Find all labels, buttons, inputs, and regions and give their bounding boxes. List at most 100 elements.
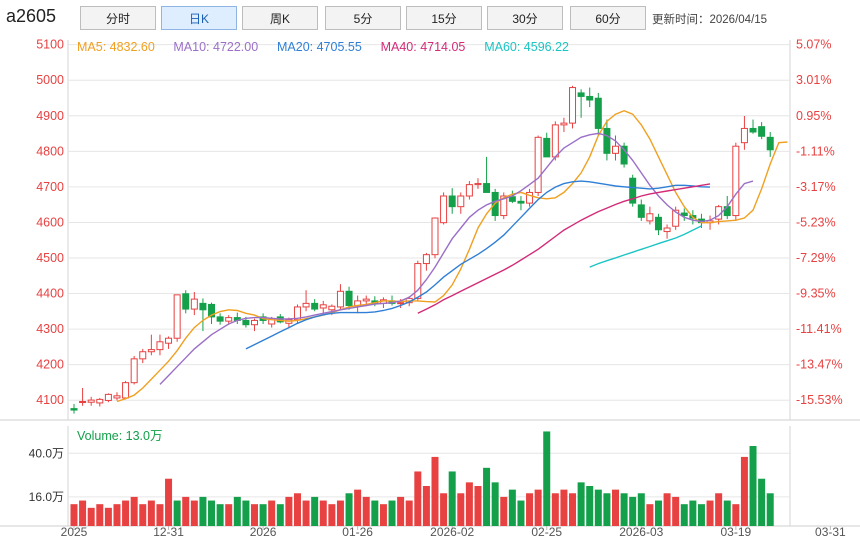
x-tick-label: 2026 <box>250 525 277 536</box>
volume-bar <box>122 500 130 526</box>
tab-5min[interactable]: 5分 <box>325 6 401 30</box>
volume-bar <box>732 504 740 526</box>
candle-body <box>147 349 155 353</box>
candle-body <box>654 216 662 231</box>
volume-bar <box>156 504 164 526</box>
candle-body <box>766 136 774 151</box>
volume-bar <box>697 504 705 526</box>
candle-body <box>113 395 121 399</box>
volume-bar <box>491 482 499 526</box>
tab-intraday[interactable]: 分时 <box>80 6 156 30</box>
volume-bar <box>758 478 766 526</box>
ma-legend-item: MA5: 4832.60 <box>77 40 155 54</box>
volume-bar <box>379 504 387 526</box>
volume-bar <box>362 496 370 526</box>
x-tick-label: 2026-03 <box>619 525 663 536</box>
ma-legend-item: MA40: 4714.05 <box>381 40 466 54</box>
volume-bar <box>173 500 181 526</box>
candle-body <box>448 195 456 208</box>
tab-weekly-k[interactable]: 周K <box>242 6 318 30</box>
volume-bar <box>577 482 585 526</box>
candle-body <box>96 398 104 404</box>
candle-body <box>199 302 207 311</box>
candle-body <box>122 382 130 399</box>
volume-bar <box>311 496 319 526</box>
candle-body <box>646 213 654 222</box>
candle-body <box>87 399 95 403</box>
tab-15min[interactable]: 15分 <box>406 6 482 30</box>
candle-body <box>680 212 688 217</box>
tab-30min[interactable]: 30分 <box>487 6 563 30</box>
volume-bar <box>208 500 216 526</box>
left-tick-label: 4600 <box>36 215 64 229</box>
candle-body <box>216 316 224 322</box>
volume-bar <box>96 504 104 526</box>
candle-body <box>483 183 491 193</box>
ma-legend: MA5: 4832.60 MA10: 4722.00 MA20: 4705.55 MA… <box>77 40 569 54</box>
candle-body <box>422 254 430 265</box>
left-tick-label: 5000 <box>36 73 64 87</box>
right-tick-label: -11.41% <box>796 322 842 336</box>
ma-legend-item: MA60: 4596.22 <box>484 40 569 54</box>
left-tick-label: 4400 <box>36 287 64 301</box>
kline-chart[interactable]: 4100 -15.53% 4200 -13.47% 4300 -11.41% 4400 -9.… <box>0 36 860 539</box>
volume-bar <box>165 478 173 526</box>
candle-body <box>165 337 173 344</box>
tab-daily-k[interactable]: 日K <box>161 6 237 30</box>
volume-bar <box>465 482 473 526</box>
candle-body <box>620 145 628 165</box>
ma-line-ma40 <box>417 183 711 314</box>
x-tick-label: 02-25 <box>531 525 562 536</box>
volume-bar <box>87 507 95 526</box>
left-tick-label: 4800 <box>36 144 64 158</box>
axes: 4100 -15.53% 4200 -13.47% 4300 -11.41% 4400 -9.… <box>29 38 843 504</box>
volume-bar <box>259 504 267 526</box>
candles <box>70 85 774 414</box>
left-tick-label: 4500 <box>36 251 64 265</box>
x-tick-label: 12-31 <box>153 525 184 536</box>
ma-line-ma5 <box>116 109 788 403</box>
right-tick-label: 3.01% <box>796 73 831 87</box>
volume-bar <box>740 456 748 526</box>
left-tick-label: 4300 <box>36 322 64 336</box>
volume-bar <box>534 489 542 526</box>
volume-bar <box>422 486 430 526</box>
candle-body <box>663 227 671 233</box>
candle-body <box>242 319 250 326</box>
volume-bar <box>594 489 602 526</box>
chart-panel: 4100 -15.53% 4200 -13.47% 4300 -11.41% 4400 -9.… <box>0 36 860 539</box>
volume-bar <box>766 493 774 526</box>
update-time-label: 更新时间： <box>652 14 710 26</box>
volume-bar <box>319 500 327 526</box>
candle-body <box>560 122 568 126</box>
volume-bar <box>646 504 654 526</box>
ma-line-ma10 <box>159 132 754 385</box>
candle-body <box>543 137 551 158</box>
volume-bar <box>715 493 723 526</box>
volume-bar <box>637 493 645 526</box>
volume-bar <box>723 500 731 526</box>
candle-body <box>586 95 594 101</box>
volume-bar <box>749 446 757 526</box>
left-tick-label: 4700 <box>36 180 64 194</box>
volume-bar <box>448 471 456 526</box>
volume-bar <box>603 493 611 526</box>
volume-bar <box>190 500 198 526</box>
volume-bar <box>371 500 379 526</box>
candle-body <box>577 92 585 97</box>
left-tick-label: 4900 <box>36 109 64 123</box>
right-tick-label: 5.07% <box>796 38 831 52</box>
tab-60min[interactable]: 60分 <box>570 6 646 30</box>
volume-bar <box>517 500 525 526</box>
volume-bar <box>345 493 353 526</box>
candle-body <box>397 302 405 305</box>
volume-bar <box>268 500 276 526</box>
candle-body <box>672 209 680 227</box>
volume-bar <box>500 496 508 526</box>
candle-body <box>182 293 190 310</box>
candle-body <box>431 217 439 256</box>
vol-tick-label: 16.0万 <box>29 490 64 504</box>
candle-body <box>414 263 422 299</box>
volume-bar <box>612 489 619 526</box>
candle-body <box>474 183 482 186</box>
